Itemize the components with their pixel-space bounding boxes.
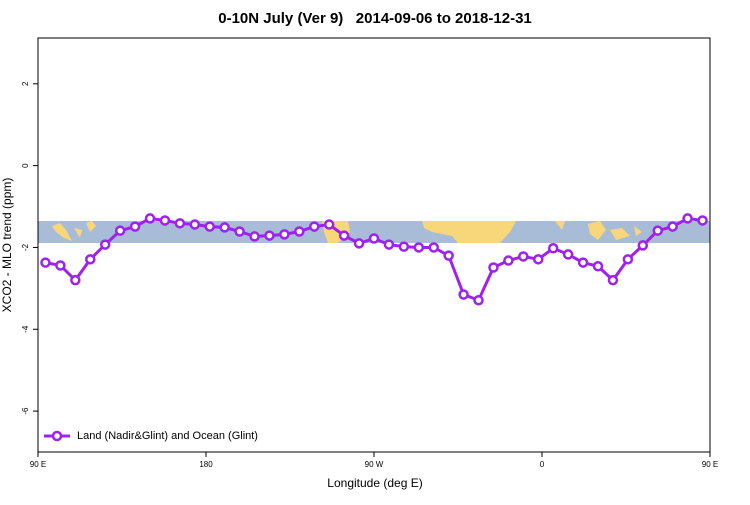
point — [577, 257, 589, 268]
y-tick-label: 2 — [21, 81, 30, 86]
y-tick-label: -4 — [21, 325, 30, 333]
point — [368, 233, 380, 244]
point — [518, 251, 529, 262]
point — [622, 254, 634, 265]
point — [697, 215, 708, 226]
point — [667, 221, 678, 232]
point — [294, 226, 305, 237]
point — [547, 243, 559, 254]
point — [652, 225, 663, 236]
point — [488, 262, 499, 273]
point — [55, 260, 66, 271]
point — [309, 221, 320, 232]
legend-label: Land (Nadir&Glint) and Ocean (Glint) — [77, 430, 258, 442]
y-axis-label: XCO2 - MLO trend (ppm) — [0, 178, 14, 313]
point — [174, 218, 186, 229]
point — [443, 250, 454, 261]
y-tick-label: 0 — [21, 163, 30, 168]
point — [398, 241, 410, 252]
point — [189, 219, 201, 230]
point — [40, 257, 51, 268]
point — [279, 229, 290, 240]
x-tick-label: 90 W — [365, 460, 384, 469]
legend-marker — [51, 430, 63, 442]
point — [144, 213, 156, 224]
point — [428, 242, 439, 253]
point — [204, 221, 215, 232]
point — [503, 255, 514, 266]
x-tick-label: 180 — [199, 460, 213, 469]
point — [70, 274, 81, 286]
point — [85, 254, 96, 265]
point — [383, 239, 395, 250]
point — [219, 222, 230, 233]
plot-frame — [37, 37, 711, 453]
point — [533, 254, 544, 265]
point — [637, 240, 649, 251]
point — [249, 231, 260, 242]
point — [234, 226, 245, 237]
point — [473, 294, 484, 306]
point — [114, 225, 126, 236]
point — [458, 289, 469, 300]
x-tick-label: 90 E — [702, 460, 718, 469]
point — [413, 242, 425, 253]
y-tick-label: -2 — [21, 243, 30, 251]
point — [562, 249, 574, 260]
point — [682, 213, 693, 224]
chart-title: 0-10N July (Ver 9) 2014-09-06 to 2018-12… — [218, 10, 532, 27]
point — [607, 274, 619, 286]
point — [353, 238, 365, 249]
point — [338, 230, 350, 241]
point — [592, 261, 604, 272]
x-tick-label: 90 E — [30, 460, 46, 469]
point — [264, 230, 275, 241]
point — [159, 215, 171, 226]
x-tick-label: 0 — [540, 460, 545, 469]
point — [323, 219, 335, 230]
x-axis-label: Longitude (deg E) — [327, 476, 422, 490]
point — [99, 239, 111, 250]
y-tick-label: -6 — [21, 407, 30, 415]
point — [129, 221, 141, 232]
